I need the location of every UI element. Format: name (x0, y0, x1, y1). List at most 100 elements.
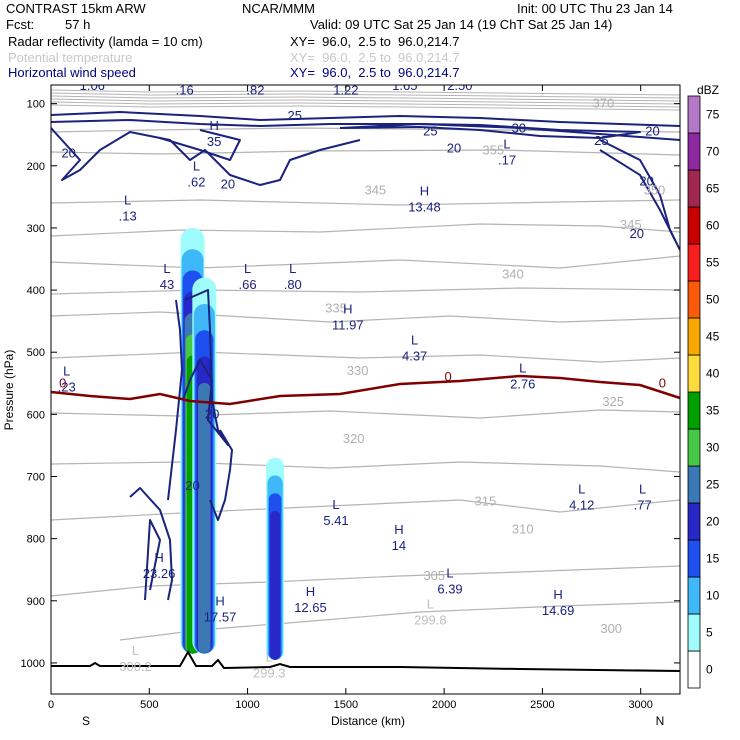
wind-extremum-value: .17 (498, 153, 516, 168)
colorbar-label: 65 (706, 182, 720, 196)
wind-extremum-value: 17.57 (204, 609, 237, 624)
wind-contour-label: 0 (444, 369, 451, 384)
wind-contour-label: 20 (645, 124, 659, 139)
y-tick-label: 600 (27, 409, 45, 421)
wind-extremum-value: .62 (187, 174, 205, 189)
wind-contour-label: 20 (630, 226, 644, 241)
wind-contour-line (51, 119, 680, 141)
theta-contour-label: 310 (512, 521, 534, 536)
wind-extremum-value: 5.41 (323, 513, 348, 528)
colorbar-swatch (687, 243, 701, 282)
wind-contour-line (339, 123, 641, 139)
wind-extremum-marker: H (215, 593, 224, 608)
theta-contour-line (51, 101, 680, 108)
x-tick-label: 1000 (235, 699, 259, 711)
y-tick-label: 900 (27, 596, 45, 608)
theta-contour-label: 345 (364, 183, 386, 198)
field-xy-reflectivity: XY= 96.0, 2.5 to 96.0,214.7 (290, 34, 460, 49)
theta-contour-label: 335 (325, 301, 347, 316)
wind-extremum-marker: L (639, 482, 646, 497)
wind-extremum-value: 23.26 (143, 566, 176, 581)
wind-extremum-value: 11.97 (332, 317, 364, 332)
y-tick-label: 400 (27, 285, 45, 297)
wind-extremum-marker: L (193, 158, 200, 173)
theta-extremum-value: 299.3 (253, 665, 286, 680)
colorbar-label: 20 (706, 515, 720, 529)
x-tick-label: 3000 (628, 699, 652, 711)
y-tick-label: 100 (27, 99, 45, 111)
theta-contour-label: 315 (475, 493, 497, 508)
wind-extremum-marker: L (342, 66, 349, 81)
wind-contour-label: 0 (659, 375, 666, 390)
theta-contour-line (51, 255, 680, 269)
field-name-reflectivity: Radar reflectivity (lamda = 10 cm) (8, 34, 203, 49)
colorbar-swatch (687, 539, 701, 578)
theta-contour-line (51, 311, 680, 323)
reflectivity-band (270, 510, 281, 660)
theta-contour-label: 370 (592, 96, 614, 111)
model-title: CONTRAST 15km ARW (6, 1, 146, 16)
wind-extremum-value: 13.48 (408, 199, 441, 214)
theta-contour-line (51, 104, 680, 111)
colorbar-label: 75 (706, 108, 720, 122)
wind-extremum-marker: L (332, 497, 339, 512)
colorbar-label: 50 (706, 293, 720, 307)
init-time: Init: 00 UTC Thu 23 Jan 14 (517, 1, 673, 16)
wind-contour-label: 25 (594, 133, 608, 148)
y-axis-label: Pressure (hPa) (2, 350, 16, 431)
x-tick-label: 1500 (334, 699, 358, 711)
colorbar-swatch (687, 428, 701, 467)
wind-extremum-value: 14 (392, 538, 406, 553)
colorbar-swatch (687, 95, 701, 134)
wind-contour-line (51, 111, 680, 127)
wind-extremum-marker: L (411, 332, 418, 347)
wind-extremum-value: .23 (58, 380, 76, 395)
y-tick-label: 700 (27, 472, 45, 484)
forecast-hours: 57 h (65, 17, 91, 32)
field-xy-theta: XY= 96.0, 2.5 to 96.0,214.7 (290, 50, 460, 65)
theta-contour-label: 355 (482, 142, 504, 157)
wind-extremum-value: 14.69 (542, 603, 575, 618)
colorbar-swatch (687, 465, 701, 504)
theta-contour-line (51, 98, 680, 105)
wind-contour-label: 25 (288, 108, 302, 123)
y-tick-label: 200 (27, 161, 45, 173)
wind-contour-label: 0 (59, 375, 66, 390)
x-tick-label: 0 (48, 699, 54, 711)
wind-extremum-marker: H (394, 522, 403, 537)
wind-contour-label: 25 (423, 124, 437, 139)
wind-extremum-value: 35 (207, 134, 221, 149)
wind-extremum-value: 1.06 (80, 78, 105, 93)
colorbar-swatch (687, 576, 701, 615)
direction-south: S (82, 714, 90, 728)
colorbar-swatch (687, 354, 701, 393)
x-tick-label: 500 (140, 699, 158, 711)
wind-extremum-marker: H (209, 118, 218, 133)
theta-contour-line (51, 461, 680, 473)
plot-frame (50, 84, 681, 695)
wind-contour-line (599, 149, 676, 241)
colorbar-label: 55 (706, 256, 720, 270)
theta-extremum-marker: L (266, 649, 273, 664)
wind-extremum-marker: L (244, 261, 251, 276)
wind-contour-line (209, 429, 233, 521)
colorbar-swatch (687, 206, 701, 245)
colorbar-label: 15 (706, 552, 720, 566)
x-tick-label: 2500 (530, 699, 554, 711)
theta-contour-line (51, 287, 680, 295)
theta-contour-label: 350 (644, 183, 666, 198)
y-tick-label: 500 (27, 347, 45, 359)
wind-extremum-value: .13 (119, 209, 137, 224)
x-tick-label: 2000 (432, 699, 456, 711)
wind-contour-line (144, 519, 161, 601)
wind-contour-line (51, 127, 361, 186)
theta-contour-label: 340 (502, 267, 524, 282)
x-axis-label: Distance (km) (331, 714, 405, 728)
field-name-wind: Horizontal wind speed (8, 65, 136, 80)
wind-extremum-value: .16 (176, 82, 194, 97)
terrain-line (51, 649, 680, 672)
wind-extremum-marker: L (289, 261, 296, 276)
theta-contour-line (51, 149, 680, 156)
colorbar-label: 5 (706, 626, 713, 640)
